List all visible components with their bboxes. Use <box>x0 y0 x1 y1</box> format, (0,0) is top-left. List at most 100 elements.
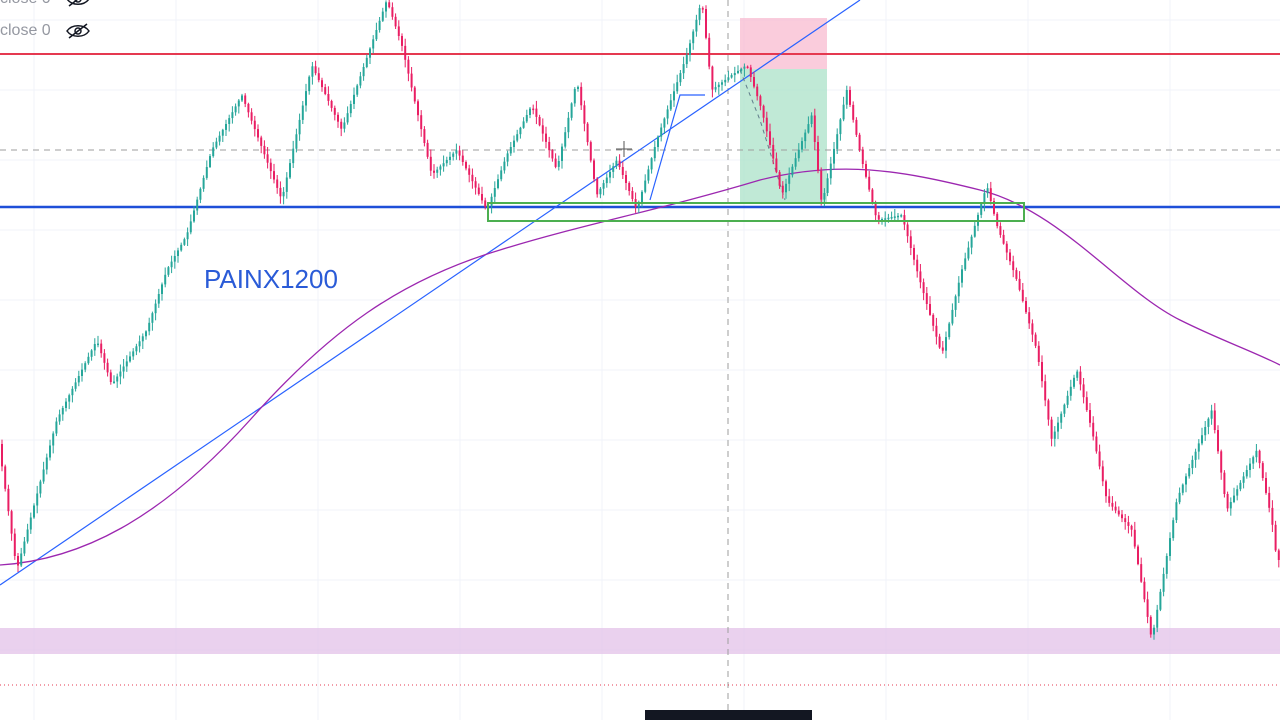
candle-body <box>61 408 64 415</box>
candle-body <box>861 149 864 164</box>
candle-body <box>218 135 221 142</box>
candle-body <box>7 488 10 512</box>
candle-body <box>17 556 19 566</box>
candle-body <box>1009 252 1011 262</box>
candle-body <box>10 511 13 534</box>
candle-body <box>1153 627 1155 635</box>
candle-body <box>692 31 695 44</box>
candle-body <box>573 89 576 104</box>
candle-body <box>141 336 144 342</box>
candle-body <box>989 188 992 201</box>
candle-body <box>385 2 387 12</box>
candle-body <box>1028 312 1031 324</box>
candle-body <box>1178 492 1181 503</box>
candle-body <box>1207 418 1210 427</box>
candle-body <box>109 372 112 382</box>
candle-body <box>474 181 477 188</box>
candle-body <box>90 350 93 357</box>
candle-body <box>929 304 931 315</box>
candle-body <box>506 153 509 162</box>
trendline[interactable] <box>0 0 861 586</box>
candle-body <box>637 203 640 207</box>
candle-body <box>167 267 170 275</box>
candle-body <box>388 2 391 8</box>
candle-body <box>129 356 131 362</box>
candle-body <box>1047 400 1050 420</box>
support-zone-box[interactable] <box>487 202 1025 222</box>
candle-body <box>369 48 371 58</box>
candle-body <box>1188 468 1191 477</box>
candle-body <box>807 124 810 133</box>
candle-body <box>1015 270 1018 279</box>
candle-body <box>1002 234 1005 244</box>
candle-body <box>1089 410 1091 423</box>
candle-body <box>653 147 656 159</box>
candle-body <box>177 250 179 256</box>
candle-body <box>897 215 899 218</box>
candle-body <box>759 96 762 106</box>
bottom-toolbar-tab[interactable] <box>645 710 812 720</box>
candle-body <box>797 149 800 159</box>
candle-body <box>135 346 138 352</box>
candle-body <box>439 166 442 170</box>
candle-body <box>874 202 877 216</box>
candle-body <box>845 90 848 105</box>
candle-body <box>913 248 915 260</box>
candle-body <box>644 180 647 192</box>
candle-body <box>500 170 503 180</box>
candle-body <box>186 232 189 240</box>
candle-body <box>833 148 835 164</box>
candle-body <box>321 80 323 88</box>
candle-body <box>1117 510 1120 515</box>
candle-body <box>762 105 765 118</box>
candle-body <box>1140 564 1143 582</box>
candle-body <box>676 82 679 92</box>
candle-body <box>973 225 976 237</box>
eye-crossed-icon[interactable] <box>65 22 91 40</box>
candle-body <box>170 261 173 268</box>
candle-body <box>525 115 528 122</box>
candle-body <box>253 120 256 130</box>
candle-body <box>324 87 327 94</box>
candle-body <box>541 125 544 134</box>
candle-body <box>317 73 320 81</box>
candle-body <box>1034 334 1037 346</box>
candle-body <box>391 7 394 17</box>
candle-body <box>426 142 429 157</box>
candle-body <box>781 185 784 193</box>
candle-body <box>679 73 682 83</box>
candle-body <box>641 191 643 203</box>
candle-body <box>577 86 579 89</box>
candle-body <box>1172 520 1175 539</box>
eye-crossed-icon[interactable] <box>65 0 91 8</box>
candle-body <box>932 314 935 326</box>
candle-body <box>922 282 925 294</box>
candle-body <box>1249 463 1251 470</box>
candle-body <box>1092 422 1095 437</box>
candle-body <box>545 133 547 142</box>
candle-body <box>349 104 352 114</box>
candle-body <box>228 118 231 124</box>
candle-body <box>1265 478 1267 493</box>
candle-body <box>404 45 407 60</box>
candle-body <box>1239 482 1242 490</box>
candle-body <box>449 156 451 160</box>
candle-body <box>535 108 538 117</box>
stop-loss-zone[interactable] <box>740 18 827 69</box>
candle-body <box>631 191 634 199</box>
candle-body <box>961 269 963 283</box>
short-trendline[interactable] <box>649 94 705 201</box>
candle-body <box>509 147 512 154</box>
candle-body <box>938 336 941 348</box>
candle-body <box>980 204 983 215</box>
candle-body <box>183 239 186 245</box>
candle-body <box>455 150 458 154</box>
candle-body <box>1124 518 1127 522</box>
candle-body <box>106 362 109 373</box>
candle-body <box>481 194 483 201</box>
candle-body <box>1079 371 1082 385</box>
candle-body <box>471 174 474 182</box>
candle-body <box>58 414 61 422</box>
candle-body <box>205 167 208 178</box>
